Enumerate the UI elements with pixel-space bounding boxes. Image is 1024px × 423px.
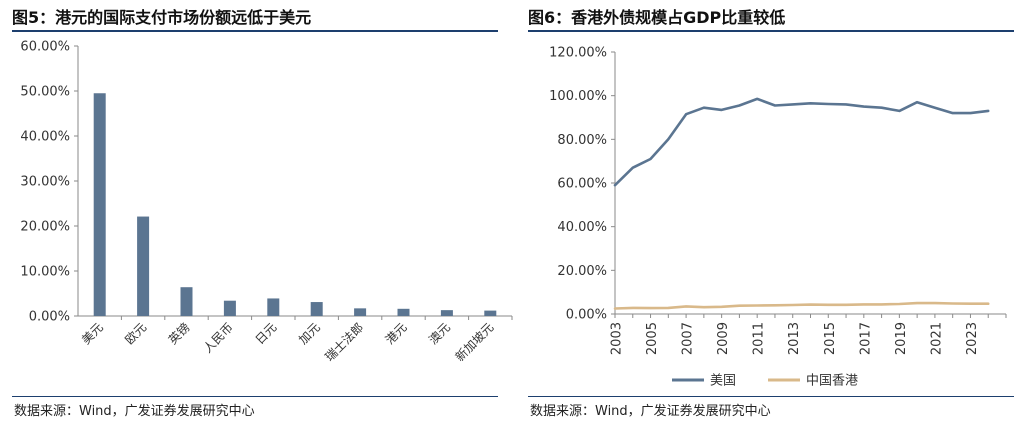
x-tick-label: 人民币 — [201, 320, 236, 355]
x-tick-label: 2021 — [929, 322, 944, 355]
y-tick-label: 40.00% — [557, 220, 607, 235]
line-chart: 0.00% 20.00% 40.00% 60.00% 80.00% 100.00% 120.… — [549, 46, 1007, 389]
right-source-rule — [528, 396, 1014, 397]
x-tick-label: 港元 — [383, 320, 410, 347]
x-tick-label: 2005 — [645, 322, 660, 355]
x-tick-label: 澳元 — [426, 320, 453, 347]
x-tick-label: 瑞士法郎 — [322, 320, 366, 364]
right-chart-title: 图6：香港外债规模占GDP比重较低 — [528, 8, 786, 27]
bar — [310, 302, 323, 316]
bar-chart: 0.00% 10.00% 20.00% 30.00% 40.00% 50.00% 60.00… — [20, 40, 513, 365]
bar — [440, 310, 453, 316]
y-tick-label: 30.00% — [20, 175, 70, 190]
y-tick-label: 40.00% — [20, 130, 70, 145]
left-chart-title: 图5：港元的国际支付市场份额远低于美元 — [12, 8, 312, 27]
x-tick-label: 美元 — [79, 320, 106, 347]
bar — [93, 93, 106, 316]
bar — [397, 308, 410, 316]
x-tick-label: 2009 — [716, 322, 731, 355]
x-tick-label: 新加坡元 — [452, 320, 497, 365]
left-source-rule — [12, 396, 498, 397]
bar — [180, 287, 193, 316]
y-tick-label: 0.00% — [566, 308, 607, 323]
y-tick-label: 50.00% — [20, 85, 70, 100]
x-tick-label: 2023 — [965, 322, 980, 355]
x-tick-label: 2003 — [610, 322, 625, 355]
bar — [223, 300, 236, 316]
y-tick-label: 20.00% — [557, 264, 607, 279]
x-tick-label: 2017 — [858, 322, 873, 355]
y-tick-label: 120.00% — [549, 46, 607, 61]
x-tick-label: 2007 — [681, 322, 696, 355]
series-line — [613, 301, 990, 310]
legend-label: 美国 — [710, 374, 736, 389]
y-tick-label: 10.00% — [20, 265, 70, 280]
x-tick-label: 加元 — [296, 320, 323, 347]
y-tick-label: 60.00% — [557, 177, 607, 192]
left-title-rule — [12, 30, 498, 32]
x-tick-label: 2019 — [894, 322, 909, 355]
y-tick-label: 80.00% — [557, 133, 607, 148]
y-tick-label: 20.00% — [20, 220, 70, 235]
y-tick-label: 100.00% — [549, 89, 607, 104]
bar — [354, 308, 367, 316]
x-tick-label: 欧元 — [122, 320, 149, 347]
x-tick-label: 2011 — [752, 322, 767, 355]
right-source-note: 数据来源：Wind，广发证券发展研究中心 — [530, 404, 771, 419]
legend-label: 中国香港 — [806, 374, 858, 389]
bar — [484, 310, 497, 316]
x-tick-label: 2015 — [823, 322, 838, 355]
x-tick-label: 英镑 — [165, 320, 193, 348]
bar — [137, 216, 150, 316]
series-line — [613, 97, 990, 187]
y-tick-label: 0.00% — [29, 310, 70, 325]
left-source-note: 数据来源：Wind，广发证券发展研究中心 — [14, 404, 255, 419]
x-tick-label: 2013 — [787, 322, 802, 355]
x-tick-label: 日元 — [253, 320, 280, 347]
y-tick-label: 60.00% — [20, 40, 70, 55]
right-title-rule — [528, 30, 1014, 32]
bar — [267, 298, 280, 316]
